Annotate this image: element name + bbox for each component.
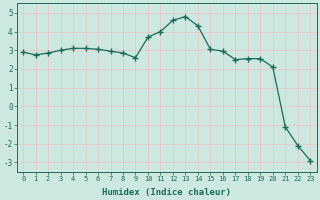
X-axis label: Humidex (Indice chaleur): Humidex (Indice chaleur) — [102, 188, 231, 197]
